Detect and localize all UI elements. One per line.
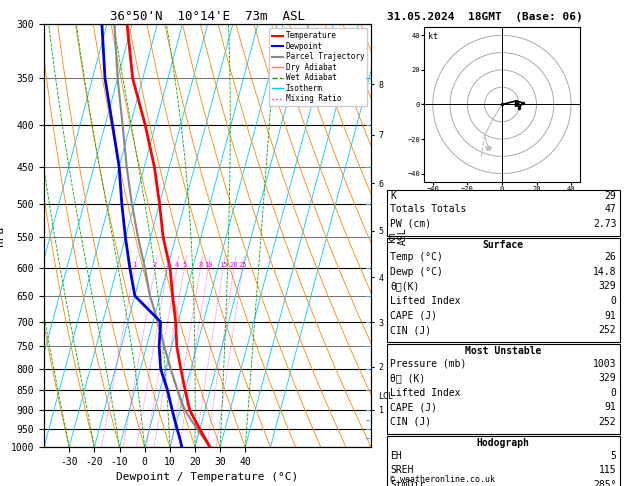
Text: Temp (°C): Temp (°C) [390, 252, 443, 262]
Text: 115: 115 [599, 465, 616, 475]
Text: 329: 329 [599, 281, 616, 292]
Text: 26: 26 [604, 252, 616, 262]
Text: 15: 15 [219, 262, 228, 268]
Text: 2.73: 2.73 [593, 219, 616, 229]
Text: K: K [390, 191, 396, 202]
Text: StmDir: StmDir [390, 480, 425, 486]
Text: 2: 2 [153, 262, 157, 268]
Text: 5: 5 [611, 451, 616, 461]
Text: SREH: SREH [390, 465, 413, 475]
Text: 20: 20 [230, 262, 238, 268]
Text: CIN (J): CIN (J) [390, 325, 431, 335]
Text: 14.8: 14.8 [593, 267, 616, 277]
Text: 31.05.2024  18GMT  (Base: 06): 31.05.2024 18GMT (Base: 06) [387, 12, 582, 22]
Text: Surface: Surface [482, 240, 524, 250]
Text: Lifted Index: Lifted Index [390, 296, 460, 306]
Text: 25: 25 [238, 262, 247, 268]
X-axis label: Dewpoint / Temperature (°C): Dewpoint / Temperature (°C) [116, 472, 299, 483]
Text: θᴄ (K): θᴄ (K) [390, 373, 425, 383]
Text: © weatheronline.co.uk: © weatheronline.co.uk [390, 474, 495, 484]
Text: 10: 10 [204, 262, 213, 268]
Text: CIN (J): CIN (J) [390, 417, 431, 427]
Text: Lifted Index: Lifted Index [390, 388, 460, 398]
Text: 47: 47 [604, 204, 616, 214]
Y-axis label: km
ASL: km ASL [387, 227, 408, 244]
Text: CAPE (J): CAPE (J) [390, 402, 437, 413]
Text: Totals Totals: Totals Totals [390, 204, 466, 214]
Text: 91: 91 [604, 402, 616, 413]
Text: Most Unstable: Most Unstable [465, 346, 542, 356]
Text: Hodograph: Hodograph [477, 438, 530, 448]
Text: 4: 4 [175, 262, 179, 268]
Legend: Temperature, Dewpoint, Parcel Trajectory, Dry Adiabat, Wet Adiabat, Isotherm, Mi: Temperature, Dewpoint, Parcel Trajectory… [269, 28, 367, 106]
Text: 29: 29 [604, 191, 616, 202]
Text: 3: 3 [165, 262, 170, 268]
Text: 0: 0 [611, 296, 616, 306]
Text: 1: 1 [133, 262, 137, 268]
Text: 8: 8 [198, 262, 203, 268]
Text: 252: 252 [599, 325, 616, 335]
Text: EH: EH [390, 451, 402, 461]
Text: 329: 329 [599, 373, 616, 383]
Text: 285°: 285° [593, 480, 616, 486]
Text: LCL: LCL [377, 392, 392, 400]
Text: CAPE (J): CAPE (J) [390, 311, 437, 321]
Text: Pressure (mb): Pressure (mb) [390, 359, 466, 369]
Text: 1003: 1003 [593, 359, 616, 369]
Text: Dewp (°C): Dewp (°C) [390, 267, 443, 277]
Text: kt: kt [428, 32, 438, 41]
Title: 36°50'N  10°14'E  73m  ASL: 36°50'N 10°14'E 73m ASL [110, 10, 305, 23]
Text: 91: 91 [604, 311, 616, 321]
Text: θᴄ(K): θᴄ(K) [390, 281, 420, 292]
Y-axis label: hPa: hPa [0, 226, 5, 246]
Text: 0: 0 [611, 388, 616, 398]
Text: PW (cm): PW (cm) [390, 219, 431, 229]
Text: 5: 5 [182, 262, 186, 268]
Text: 252: 252 [599, 417, 616, 427]
